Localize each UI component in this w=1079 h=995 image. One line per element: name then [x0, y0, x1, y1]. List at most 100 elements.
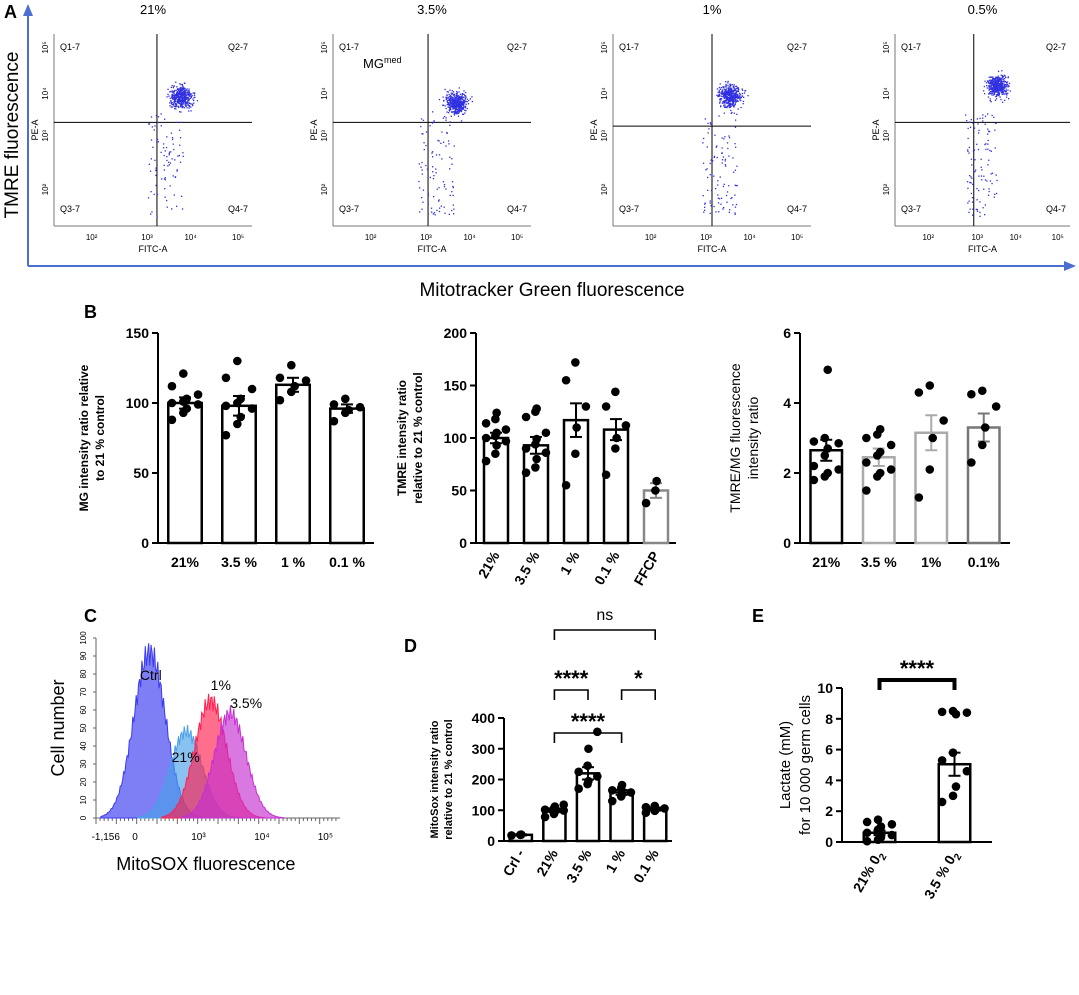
x-tick-label: Crl - [500, 846, 528, 879]
flow-event [969, 121, 971, 123]
flow-event [184, 92, 187, 95]
x-tick-label: 21% [171, 554, 200, 570]
data-point [621, 421, 631, 430]
flow-event [172, 87, 174, 89]
flow-event [723, 97, 726, 99]
flow-event [166, 156, 168, 158]
flow-event [426, 168, 429, 170]
flow-event [737, 87, 739, 89]
flow-event [994, 85, 996, 87]
flow-event [721, 92, 723, 94]
flow-event [181, 195, 183, 197]
flow-event [183, 91, 185, 93]
flow-event [1001, 91, 1003, 94]
flow-event [720, 95, 723, 97]
flow-event [725, 81, 727, 83]
flow-event [427, 213, 429, 215]
flow-y-tick: 10² [41, 183, 50, 195]
flow-event [164, 179, 166, 181]
flow-event [728, 105, 731, 107]
flow-event [733, 112, 735, 114]
flow-event [732, 95, 734, 97]
data-point [875, 424, 885, 434]
flow-event [187, 103, 189, 106]
flow-event [459, 98, 461, 101]
flow-event [970, 119, 972, 121]
flow-event [988, 93, 990, 95]
flow-event [989, 98, 991, 100]
flow-event [176, 94, 178, 97]
flow-event [430, 207, 433, 209]
flow-event [988, 76, 990, 78]
flow-event [190, 110, 192, 112]
flow-event [735, 91, 738, 93]
panel-a-x-arrowhead [1064, 261, 1076, 271]
flow-event [1002, 76, 1005, 78]
data-point [492, 408, 501, 418]
flow-event [729, 91, 731, 93]
flow-event [723, 101, 725, 103]
flow-event [452, 105, 454, 107]
flow-event [464, 109, 466, 111]
y-tick-label: 100 [472, 802, 496, 818]
flow-event [439, 207, 441, 209]
flow-event [190, 96, 192, 99]
y-tick-label: 200 [444, 325, 468, 341]
flow-event [150, 213, 152, 215]
flow-event [726, 106, 728, 109]
flow-event [997, 86, 999, 88]
flow-event [420, 166, 422, 168]
flow-event [431, 122, 434, 124]
flow-event [991, 81, 993, 84]
flow-event [1002, 86, 1004, 89]
flow-event [731, 111, 733, 114]
flow-event [992, 78, 994, 80]
flow-event [722, 185, 725, 188]
x-tick-label: 3.5 % [511, 548, 543, 587]
quadrant-label: Q4-7 [507, 204, 527, 214]
flow-event [420, 125, 422, 128]
flow-event [978, 189, 980, 192]
y-tick-label: 80 [79, 669, 88, 678]
flow-event [166, 136, 168, 138]
flow-event [725, 92, 727, 95]
flow-event [468, 99, 470, 102]
flow-event [157, 116, 160, 118]
flow-event [171, 95, 173, 98]
x-tick-label: FFCP [630, 549, 662, 589]
flow-event [160, 113, 162, 115]
data-point [167, 415, 177, 425]
quadrant-label: Q4-7 [1046, 204, 1066, 214]
flow-event [456, 112, 459, 114]
data-point [583, 761, 592, 770]
flow-event [464, 97, 466, 99]
flow-event [148, 123, 150, 125]
y-tick-label: 20 [79, 777, 88, 786]
flow-event [967, 202, 969, 204]
flow-event [1003, 80, 1005, 82]
flow-event [452, 204, 454, 206]
flow-event [975, 208, 977, 211]
flow-event [194, 96, 196, 98]
data-point [571, 358, 580, 367]
flow-y-tick: 10⁵ [600, 41, 609, 53]
data-point [834, 438, 843, 448]
flow-event [456, 92, 458, 94]
flow-event [734, 126, 737, 128]
flow-event [978, 129, 980, 131]
flow-event [741, 89, 744, 91]
flow-event [733, 87, 735, 89]
flow-event [730, 92, 732, 94]
flow-event [163, 178, 166, 180]
flow-event [458, 106, 461, 108]
flow-event [732, 93, 734, 95]
flow-event [177, 99, 179, 101]
flow-event [418, 163, 420, 165]
flow-event [169, 162, 172, 164]
flow-event [732, 102, 734, 105]
flow-event [729, 106, 731, 108]
flow-event [725, 94, 727, 96]
flow-event [996, 94, 998, 96]
data-point [521, 444, 531, 453]
flow-event [982, 120, 984, 122]
